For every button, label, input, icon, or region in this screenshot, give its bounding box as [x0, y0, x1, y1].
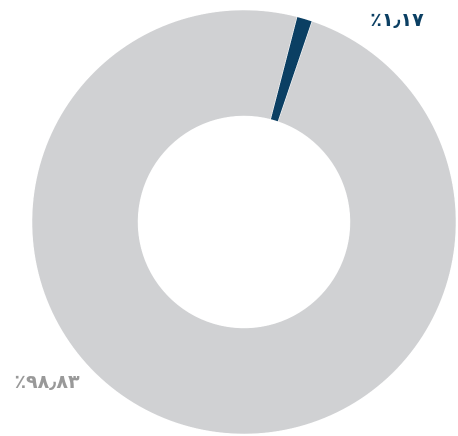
slice-large	[31, 9, 457, 435]
donut-slices	[31, 9, 457, 435]
slice-label-small: ٪۱٫۱۷	[370, 9, 424, 31]
slice-label-large: ٪۹۸٫۸۳	[14, 371, 80, 393]
